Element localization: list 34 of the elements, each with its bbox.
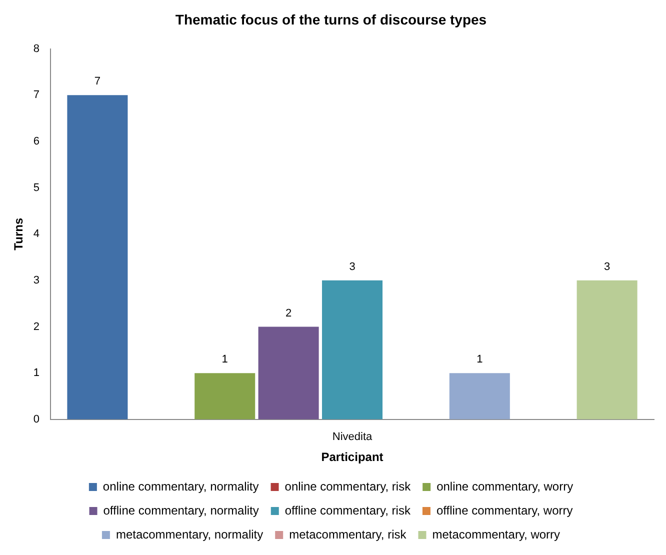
- legend-label: online commentary, worry: [436, 479, 574, 494]
- y-tick-label: 0: [33, 413, 40, 426]
- bar: [322, 280, 383, 420]
- data-label: 1: [476, 354, 483, 366]
- legend-label: offline commentary, risk: [284, 503, 412, 518]
- y-tick-label: 1: [33, 367, 40, 380]
- legend-label: offline commentary, worry: [436, 503, 573, 518]
- legend-label: offline commentary, normality: [103, 503, 259, 518]
- chart-title: Thematic focus of the turns of discourse types: [175, 11, 487, 28]
- y-axis-title: Turns: [12, 218, 26, 250]
- y-tick-label: 7: [33, 89, 40, 102]
- bar: [258, 326, 319, 420]
- bar: [194, 373, 256, 420]
- data-label: 2: [285, 307, 292, 320]
- y-tick-label: 6: [33, 135, 40, 148]
- legend-label: metacommentary, risk: [289, 527, 408, 542]
- legend-label: metacommentary, worry: [432, 527, 560, 542]
- y-tick-label: 5: [33, 182, 40, 194]
- legend-label: metacommentary, normality: [116, 527, 264, 542]
- legend-label: online commentary, normality: [102, 479, 259, 494]
- bar: [576, 280, 638, 420]
- x-axis-title: Participant: [321, 450, 384, 464]
- y-tick-label: 8: [33, 42, 40, 55]
- data-label: 1: [222, 354, 228, 366]
- y-tick-label: 2: [33, 320, 40, 333]
- y-tick-label: 3: [33, 274, 40, 286]
- bar: [67, 95, 128, 420]
- legend-label: online commentary, risk: [284, 479, 412, 494]
- data-label: 3: [349, 260, 356, 273]
- bar: [449, 373, 510, 420]
- x-tick-label: Nivedita: [332, 431, 374, 444]
- data-label: 3: [604, 260, 610, 273]
- data-label: 7: [94, 76, 101, 88]
- y-tick-label: 4: [33, 228, 40, 240]
